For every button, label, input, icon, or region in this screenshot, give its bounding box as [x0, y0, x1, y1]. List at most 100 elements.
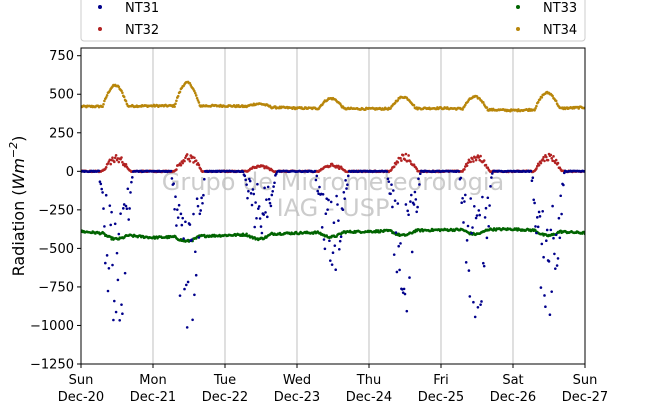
- point-nt31: [247, 189, 250, 193]
- point-nt32: [113, 156, 117, 160]
- point-nt31: [101, 191, 104, 194]
- x-tick-label-day: Sun: [573, 373, 598, 388]
- point-nt31: [320, 226, 324, 229]
- point-nt32: [539, 161, 543, 165]
- point-nt31: [532, 198, 535, 202]
- point-nt31: [174, 195, 177, 199]
- point-nt31: [483, 216, 487, 219]
- x-tick-label-date: Dec-20: [58, 390, 104, 405]
- point-nt31: [194, 250, 197, 254]
- point-nt32: [193, 156, 196, 160]
- point-nt31: [123, 271, 127, 275]
- point-nt31: [313, 169, 317, 173]
- point-nt31: [416, 205, 419, 209]
- point-nt31: [100, 187, 103, 191]
- y-tick-label: −1000: [30, 319, 74, 334]
- point-nt31: [257, 205, 261, 208]
- point-nt31: [258, 217, 262, 220]
- point-nt31: [102, 207, 105, 210]
- y-tick-label: 500: [49, 88, 74, 103]
- point-nt31: [179, 212, 183, 216]
- point-nt31: [248, 179, 252, 183]
- point-nt31: [460, 201, 464, 205]
- legend-label-nt32: NT32: [125, 23, 159, 38]
- point-nt34: [393, 101, 397, 105]
- point-nt34: [534, 107, 537, 110]
- point-nt31: [131, 176, 134, 179]
- x-tick-label-day: Fri: [433, 373, 449, 388]
- point-nt31: [110, 210, 113, 214]
- point-nt31: [407, 213, 410, 217]
- legend-label-nt33: NT33: [543, 1, 577, 16]
- point-nt31: [333, 244, 337, 247]
- point-nt31: [468, 295, 472, 298]
- x-tick-label-day: Thu: [356, 373, 381, 388]
- point-nt31: [107, 266, 111, 270]
- point-nt31: [476, 305, 480, 309]
- point-nt31: [184, 220, 187, 224]
- point-nt32: [117, 160, 121, 164]
- point-nt31: [97, 169, 101, 173]
- point-nt31: [553, 252, 556, 256]
- point-nt31: [343, 197, 347, 200]
- point-nt31: [241, 170, 245, 174]
- point-nt31: [539, 286, 543, 289]
- point-nt32: [550, 157, 553, 160]
- point-nt31: [486, 196, 490, 200]
- x-tick-label-day: Sat: [502, 373, 523, 388]
- point-nt31: [538, 215, 542, 218]
- point-nt31: [104, 193, 108, 197]
- point-nt31: [112, 318, 115, 322]
- point-nt31: [329, 259, 332, 262]
- point-nt31: [465, 239, 469, 242]
- point-nt31: [200, 196, 203, 200]
- watermark-line-2: IAG - USP: [277, 194, 390, 222]
- point-nt31: [418, 183, 421, 186]
- point-nt34: [121, 91, 124, 95]
- watermark-line-1: Grupo de Micrometeorologia: [162, 168, 504, 196]
- point-nt32: [399, 156, 402, 160]
- point-nt31: [197, 236, 201, 239]
- legend-label-nt31: NT31: [125, 1, 159, 16]
- point-nt31: [172, 182, 175, 185]
- point-nt31: [559, 194, 562, 198]
- point-nt31: [558, 236, 562, 240]
- point-nt34: [538, 98, 542, 101]
- point-nt32: [409, 160, 412, 163]
- point-nt31: [473, 315, 477, 319]
- y-axis-label: Radiation (Wm−2): [7, 136, 28, 277]
- point-nt34: [105, 94, 109, 97]
- legend-label-nt34: NT34: [543, 23, 577, 38]
- point-nt31: [557, 216, 561, 220]
- point-nt32: [194, 159, 198, 162]
- point-nt31: [176, 216, 180, 219]
- point-nt34: [412, 103, 416, 107]
- point-nt32: [542, 155, 545, 159]
- point-nt31: [392, 189, 395, 192]
- point-nt31: [560, 212, 563, 216]
- point-nt32: [546, 158, 550, 162]
- point-nt31: [554, 233, 558, 237]
- point-nt34: [551, 94, 554, 98]
- point-nt34: [195, 96, 199, 100]
- legend-marker-nt34: [516, 27, 520, 31]
- point-nt31: [338, 247, 341, 251]
- point-nt31: [398, 268, 401, 272]
- point-nt31: [321, 192, 325, 196]
- point-nt31: [332, 221, 336, 224]
- point-nt31: [190, 238, 193, 242]
- x-tick-label-date: Dec-25: [418, 390, 464, 405]
- point-nt31: [413, 190, 417, 194]
- point-nt31: [115, 251, 119, 255]
- point-nt31: [329, 200, 333, 204]
- point-nt31: [417, 177, 420, 180]
- point-nt34: [194, 91, 197, 95]
- point-nt31: [478, 213, 482, 217]
- point-nt31: [543, 294, 546, 297]
- point-nt32: [403, 158, 407, 161]
- legend-marker-nt31: [98, 5, 102, 9]
- point-nt31: [270, 193, 274, 197]
- point-nt32: [554, 158, 558, 162]
- point-nt34: [122, 95, 126, 99]
- point-nt31: [182, 237, 185, 240]
